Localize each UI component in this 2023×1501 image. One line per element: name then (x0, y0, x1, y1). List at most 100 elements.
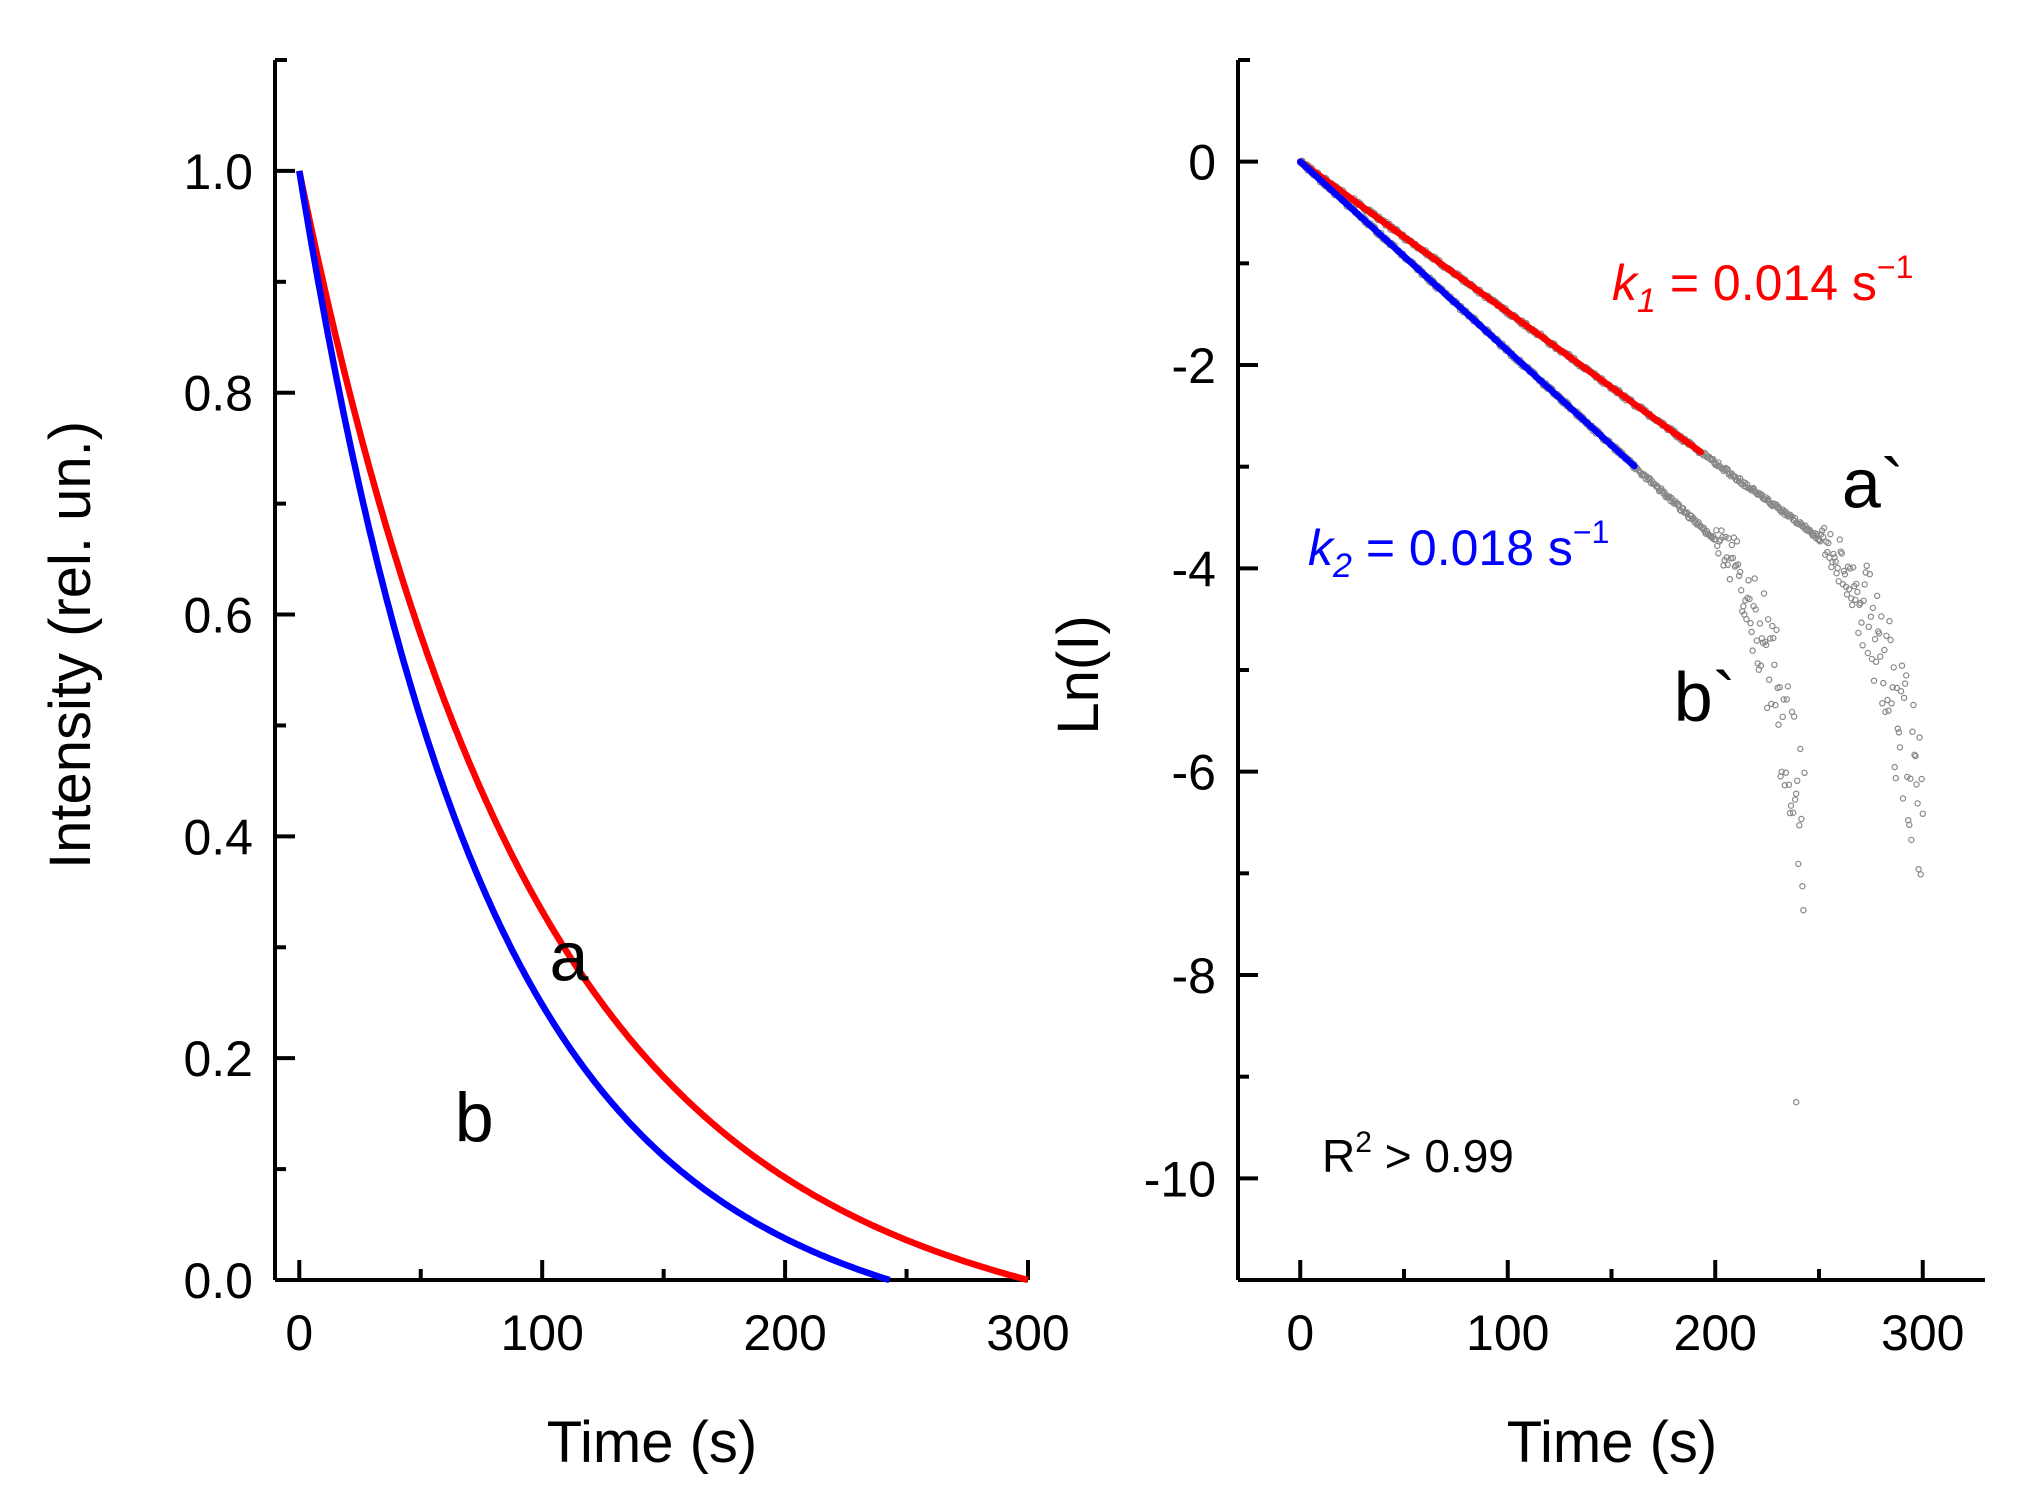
k1-symbol: k (1612, 255, 1640, 311)
data-point-b` (1743, 615, 1750, 623)
data-point-a` (1868, 655, 1876, 663)
data-point-b` (1768, 700, 1775, 708)
left-y-tick-label: 0.0 (183, 1253, 253, 1309)
data-point-a` (1834, 564, 1841, 572)
k1-value: = 0.014 s (1656, 255, 1877, 311)
data-point-b` (1773, 626, 1780, 634)
data-point-b` (1799, 883, 1806, 890)
left-y-tick-label: 0.8 (183, 366, 253, 422)
data-point-b` (1734, 561, 1742, 568)
right-y-tick-label: 0 (1188, 135, 1216, 191)
data-point-b` (1713, 527, 1720, 534)
data-point-b` (1733, 538, 1741, 545)
data-point-a` (1897, 688, 1905, 695)
data-point-b` (1800, 907, 1807, 914)
right-y-tick-label: -10 (1144, 1151, 1216, 1207)
data-point-a` (1849, 564, 1857, 571)
data-point-a` (1893, 684, 1901, 692)
data-point-a` (1870, 677, 1878, 684)
right-x-tick-label: 0 (1286, 1305, 1314, 1361)
data-point-a` (1840, 567, 1848, 575)
k2-symbol: k (1308, 520, 1336, 576)
right-chart-panel: 0 100 200 300 0 -2 -4 -6 -8 -10 Time (s) Ln(I) a`… (1046, 58, 1985, 1475)
curve-label-b-prime: b` (1674, 658, 1736, 736)
k2-unit-exponent: −1 (1573, 514, 1609, 550)
data-point-b` (1801, 769, 1808, 777)
data-point-b` (1728, 541, 1736, 549)
data-point-b` (1740, 603, 1747, 610)
data-point-a` (1896, 744, 1904, 751)
data-point-b` (1781, 782, 1789, 789)
data-point-b` (1779, 713, 1786, 721)
data-point-b` (1790, 713, 1798, 720)
rate-constant-k2: k2 = 0.018 s−1 (1308, 514, 1609, 585)
data-point-b` (1762, 641, 1770, 649)
data-point-b` (1789, 809, 1797, 816)
right-y-tick-label: -4 (1172, 541, 1216, 597)
data-point-b` (1718, 527, 1725, 534)
r-squared-label: R2 > 0.99 (1322, 1126, 1514, 1182)
curve-label-a: a (549, 918, 588, 996)
left-x-tick-label: 0 (285, 1305, 313, 1361)
data-point-a` (1864, 649, 1872, 657)
right-fit-lines (1297, 158, 1704, 470)
fit-line-k1 (1297, 158, 1704, 456)
data-point-b` (1778, 768, 1785, 776)
data-point-a` (1833, 570, 1840, 577)
data-point-b` (1786, 809, 1794, 817)
data-point-a` (1912, 752, 1919, 760)
data-point-a` (1819, 533, 1827, 541)
right-axes (1236, 58, 1985, 1282)
data-point-a` (1825, 539, 1832, 547)
r2-symbol: R (1322, 1130, 1355, 1182)
data-point-a` (1919, 810, 1927, 818)
data-point-a` (1909, 728, 1916, 735)
right-ticks: 0 100 200 300 0 -2 -4 -6 -8 -10 (1144, 135, 1965, 1361)
data-point-b` (1793, 777, 1801, 785)
data-point-a` (1914, 800, 1921, 807)
data-point-b` (1791, 796, 1799, 803)
data-point-b` (1764, 616, 1772, 623)
data-point-b` (1770, 634, 1777, 642)
data-point-a` (1878, 613, 1885, 620)
right-x-tick-label: 200 (1674, 1305, 1757, 1361)
left-x-axis-title: Time (s) (547, 1410, 757, 1475)
left-axes (273, 58, 1030, 1282)
data-point-a` (1835, 578, 1842, 585)
data-point-b` (1730, 534, 1738, 541)
data-point-b` (1795, 860, 1802, 868)
data-point-a` (1901, 680, 1909, 687)
data-point-a` (1879, 700, 1886, 707)
data-point-a` (1888, 700, 1895, 707)
data-point-a` (1873, 592, 1881, 600)
data-point-b` (1787, 802, 1795, 809)
right-y-tick-label: -6 (1172, 745, 1216, 801)
data-point-a` (1881, 646, 1888, 654)
k2-subscript: 2 (1332, 547, 1352, 585)
data-point-b` (1766, 635, 1774, 642)
data-point-a` (1871, 635, 1879, 643)
data-point-b` (1772, 701, 1779, 709)
data-point-b` (1797, 745, 1804, 753)
data-point-a` (1867, 613, 1875, 620)
data-point-b` (1776, 684, 1783, 691)
data-point-b` (1719, 533, 1726, 541)
data-point-a` (1816, 538, 1824, 545)
data-point-a` (1894, 725, 1902, 732)
data-point-b` (1746, 595, 1753, 603)
data-point-b` (1780, 696, 1787, 703)
data-point-a` (1860, 597, 1867, 605)
data-point-a` (1910, 701, 1917, 709)
curve-b (296, 170, 891, 1284)
data-point-a` (1869, 604, 1877, 612)
data-point-a` (1820, 524, 1828, 532)
data-point-a` (1913, 781, 1920, 788)
k1-unit-exponent: −1 (1877, 249, 1913, 285)
data-point-a` (1876, 653, 1884, 660)
data-point-b` (1753, 637, 1761, 644)
data-point-b` (1723, 554, 1730, 561)
data-point-a` (1847, 595, 1855, 602)
data-point-a` (1846, 565, 1854, 572)
left-x-tick-label: 200 (743, 1305, 826, 1361)
